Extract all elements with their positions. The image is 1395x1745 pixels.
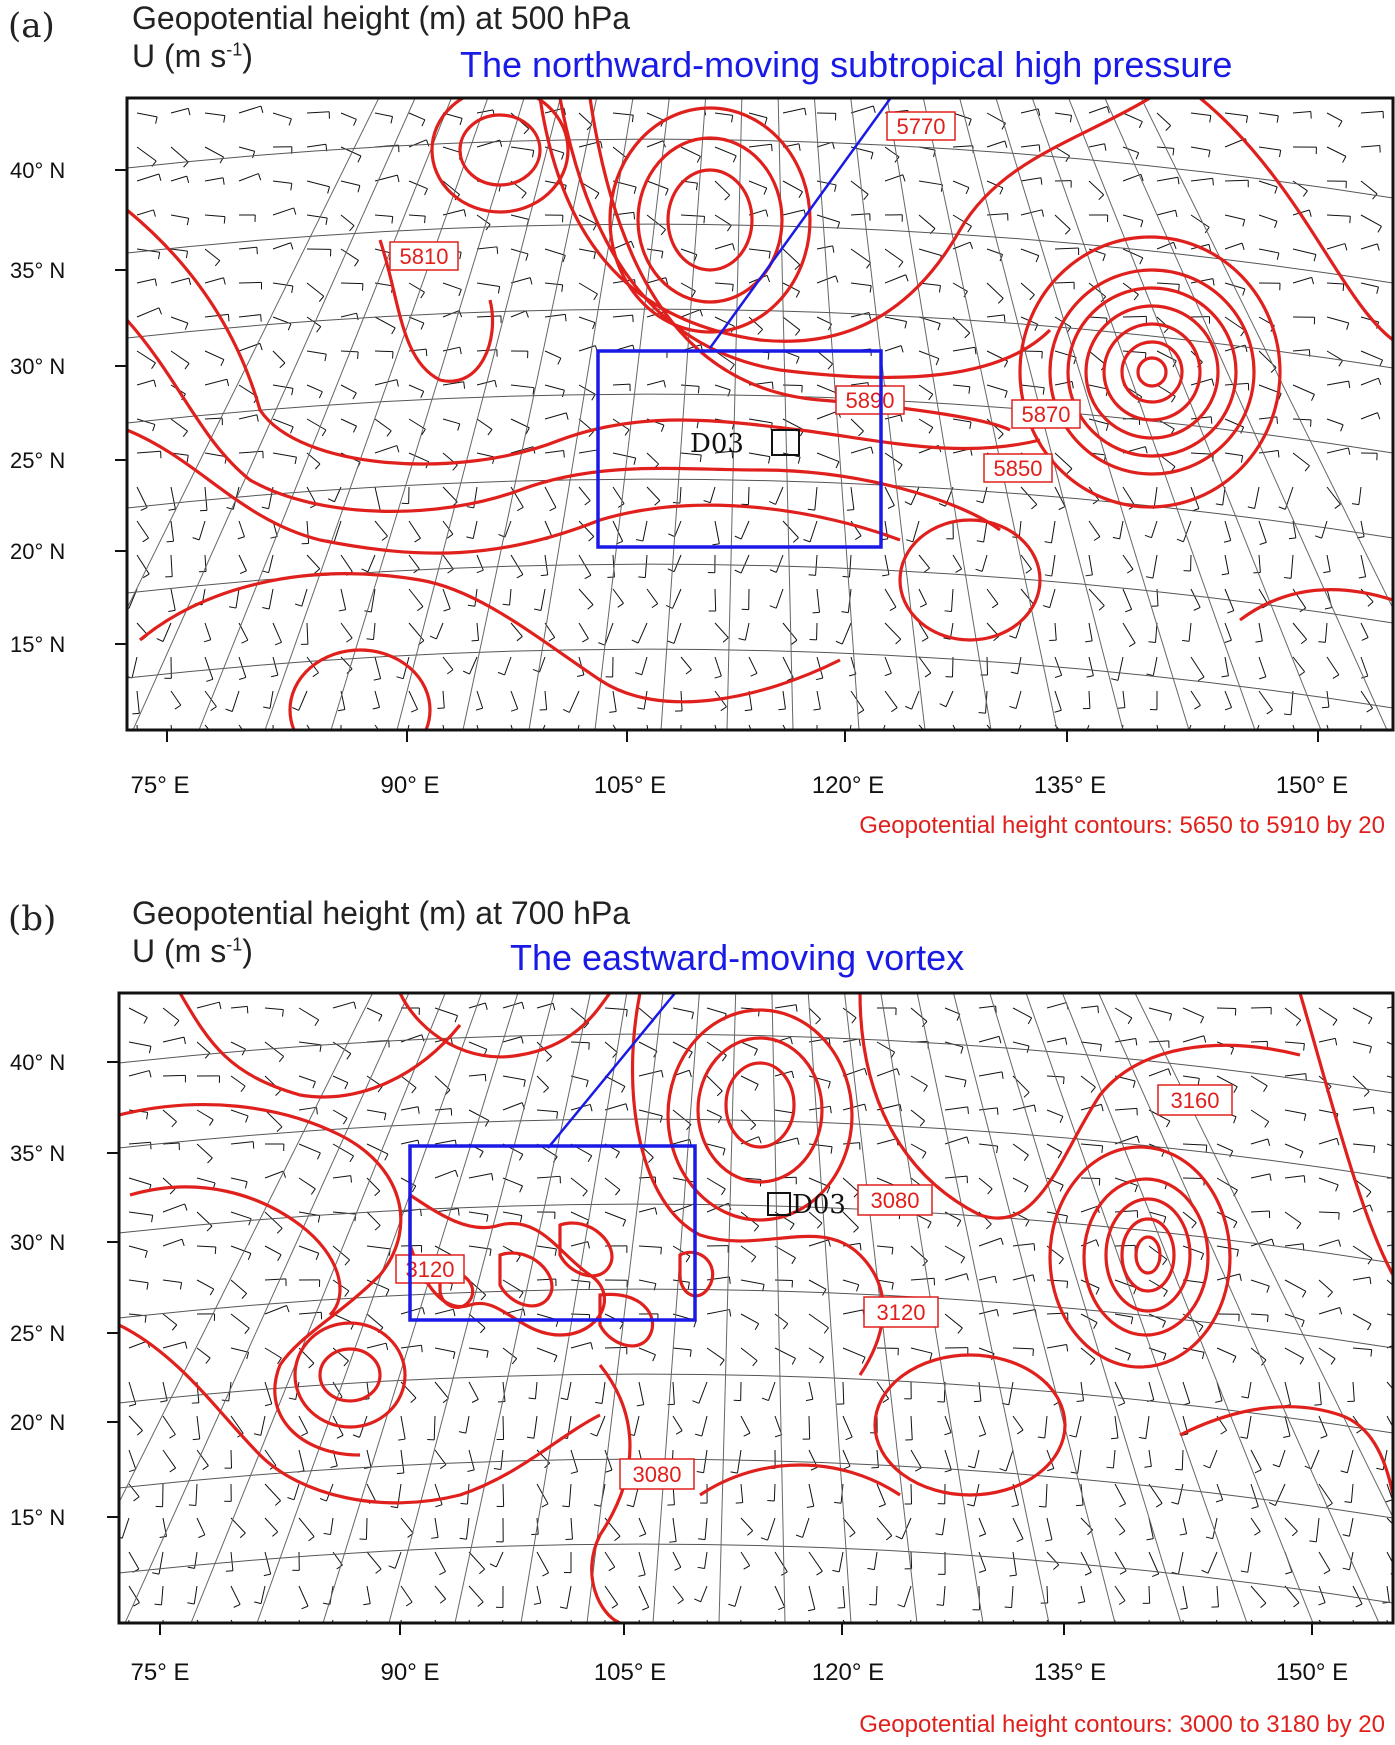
lon-label: 135° E (1034, 1659, 1106, 1685)
contour-label: 3120 (877, 1300, 926, 1325)
panel-a: (a) Geopotential height (m) at 500 hPa U… (0, 0, 1395, 860)
lon-label: 135° E (1034, 772, 1106, 799)
annotation-label: The eastward-moving vortex (510, 937, 965, 978)
contour-label: 5810 (400, 244, 449, 269)
panel-label: (a) (8, 6, 55, 46)
annotation-pointer (708, 98, 893, 349)
contour-label: 3120 (406, 1257, 455, 1282)
lat-label: 20° N (10, 539, 65, 564)
latitude-labels: 40° N 35° N 30° N 25° N 20° N 15° N (10, 1050, 65, 1530)
contour-footer: Geopotential height contours: 3000 to 31… (859, 1711, 1385, 1738)
height-contours (119, 993, 1393, 1623)
height-contours (127, 98, 1393, 730)
d03-domain-box (771, 429, 800, 456)
contour-label: 5870 (1022, 402, 1071, 427)
axis-ticks (107, 1061, 1313, 1635)
plot-frame (125, 96, 1395, 732)
lon-label: 75° E (131, 1659, 190, 1685)
plot-frame (117, 991, 1395, 1625)
lat-label: 15° N (10, 1505, 65, 1530)
lat-label: 40° N (10, 1050, 65, 1075)
lon-label: 105° E (594, 772, 666, 799)
study-region-box (408, 1144, 697, 1322)
lon-label: 75° E (131, 772, 190, 799)
panel-label: (b) (8, 899, 57, 939)
panel-title: Geopotential height (m) at 700 hPa (132, 895, 631, 931)
panel-subtitle: U (m s-1) (132, 38, 253, 74)
d03-label: D03 (792, 1190, 846, 1220)
map-plot: 5770 5810 5890 5870 5850 D03 40° N 35° N… (10, 96, 1395, 799)
d03-label: D03 (690, 429, 744, 459)
study-region-box (596, 349, 883, 549)
map-plot: 3160 3080 3120 3120 3080 D03 40° N 35° N… (10, 991, 1395, 1685)
contour-value-labels: 3160 3080 3120 3120 3080 (395, 1084, 1233, 1490)
lon-label: 120° E (812, 1659, 884, 1685)
panel-b: (b) Geopotential height (m) at 700 hPa U… (0, 895, 1395, 1745)
contour-label: 3080 (871, 1188, 920, 1213)
contour-footer: Geopotential height contours: 5650 to 59… (859, 812, 1385, 839)
lon-label: 90° E (381, 1659, 440, 1685)
d03-domain-box (767, 1192, 791, 1216)
lat-label: 30° N (10, 1230, 65, 1255)
annotation-pointer (547, 993, 677, 1149)
lat-label: 40° N (10, 158, 65, 183)
wind-barbs (127, 105, 1384, 730)
contour-label: 5850 (994, 456, 1043, 481)
lat-label: 25° N (10, 1321, 65, 1346)
contour-label: 3160 (1171, 1088, 1220, 1113)
longitude-labels: 75° E 90° E 105° E 120° E 135° E 150° E (131, 772, 1349, 799)
lon-label: 150° E (1276, 772, 1348, 799)
lon-label: 90° E (381, 772, 440, 799)
lat-label: 30° N (10, 354, 65, 379)
longitude-labels: 75° E 90° E 105° E 120° E 135° E 150° E (131, 1659, 1349, 1685)
contour-label: 3080 (633, 1462, 682, 1487)
lat-label: 25° N (10, 448, 65, 473)
lat-label: 35° N (10, 1141, 65, 1166)
contour-label: 5770 (897, 114, 946, 139)
panel-title: Geopotential height (m) at 500 hPa (132, 0, 631, 36)
lon-label: 105° E (594, 1659, 666, 1685)
panel-subtitle: U (m s-1) (132, 933, 253, 969)
annotation-label: The northward-moving subtropical high pr… (460, 44, 1233, 85)
lat-label: 15° N (10, 632, 65, 657)
axis-ticks (115, 169, 1319, 742)
lon-label: 150° E (1276, 1659, 1348, 1685)
lat-label: 20° N (10, 1410, 65, 1435)
contour-label: 5890 (846, 388, 895, 413)
lon-label: 120° E (812, 772, 884, 799)
contour-value-labels: 5770 5810 5890 5870 5850 (389, 111, 1081, 483)
lat-label: 35° N (10, 258, 65, 283)
latitude-labels: 40° N 35° N 30° N 25° N 20° N 15° N (10, 158, 65, 657)
